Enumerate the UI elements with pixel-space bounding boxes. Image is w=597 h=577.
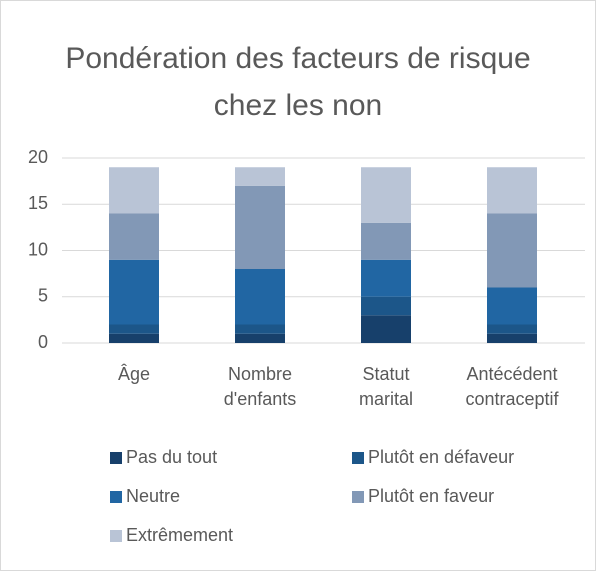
bar-segment (109, 167, 159, 214)
bar-segment (109, 259, 159, 325)
legend-label: Extrêmement (126, 525, 233, 545)
bar-segment (361, 222, 411, 260)
y-tick-label: 20 (28, 147, 48, 167)
bar-segment (487, 167, 537, 214)
x-tick-label: Âge (118, 364, 150, 384)
bar-segment (361, 315, 411, 343)
bar-segment (487, 333, 537, 343)
x-tick-label: Nombre d'enfants (224, 364, 297, 409)
legend-swatch (110, 491, 122, 503)
x-tick-label: Antécédent contraceptif (465, 364, 559, 409)
bar-segment (109, 333, 159, 343)
legend-swatch (352, 491, 364, 503)
bar-segment (235, 167, 285, 186)
bar-segment (361, 167, 411, 223)
legend-label: Plutôt en faveur (368, 486, 494, 506)
legend-label: Neutre (126, 486, 180, 506)
bar-segment (109, 324, 159, 334)
y-tick-label: 15 (28, 193, 48, 213)
y-tick-label: 5 (38, 286, 48, 306)
legend-swatch (110, 530, 122, 542)
legend-label: Plutôt en défaveur (368, 447, 514, 467)
y-tick-label: 0 (38, 332, 48, 352)
bar-segment (361, 296, 411, 316)
legend-label: Pas du tout (126, 447, 217, 467)
bar-segment (235, 269, 285, 325)
bar-segment (235, 333, 285, 343)
bar-segment (109, 213, 159, 260)
bar-segment (487, 324, 537, 334)
legend-swatch (110, 452, 122, 464)
chart-title: Pondération des facteurs de risque chez l… (65, 42, 530, 122)
y-tick-label: 10 (28, 239, 48, 259)
bar-segment (235, 185, 285, 269)
legend-swatch (352, 452, 364, 464)
bar-segment (361, 259, 411, 297)
x-tick-label: Statut marital (359, 364, 413, 409)
bar-segment (487, 287, 537, 325)
bar-segment (487, 213, 537, 288)
bar-segment (235, 324, 285, 334)
